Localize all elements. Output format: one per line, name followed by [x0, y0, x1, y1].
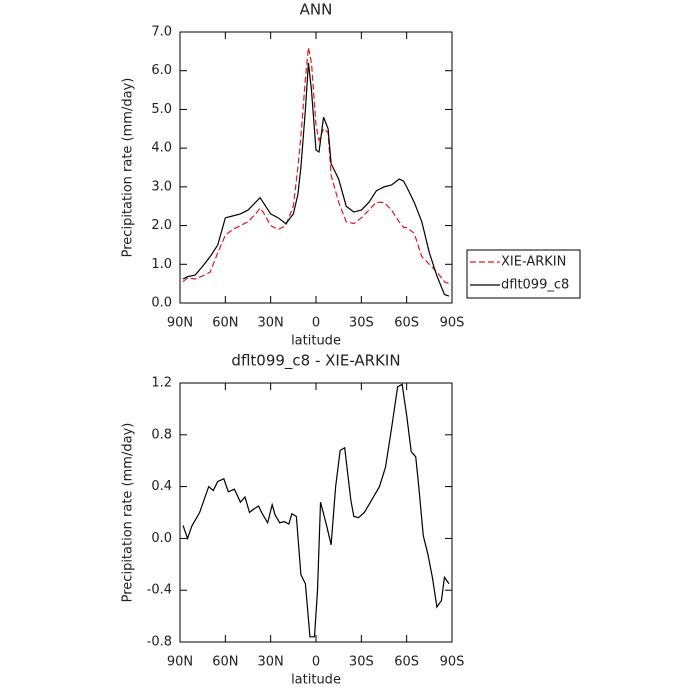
y-tick-label: 6.0 — [151, 63, 172, 78]
y-tick-label: 0.4 — [151, 479, 172, 494]
data-line — [182, 62, 450, 297]
plot-frame — [179, 31, 453, 304]
y-tick-label: 7.0 — [151, 25, 172, 40]
x-tick-label: 90S — [440, 655, 465, 670]
chart-title: ANN — [300, 1, 333, 19]
x-tick-label: 30S — [349, 316, 374, 331]
x-tick-label: 60N — [212, 316, 238, 331]
y-tick-label: 3.0 — [151, 179, 172, 194]
x-axis-label: latitude — [291, 673, 341, 688]
legend-box — [466, 249, 581, 299]
y-axis-label: Precipitation rate (mm/day) — [121, 78, 136, 258]
x-tick-label: 90N — [167, 655, 193, 670]
plot-frame — [179, 382, 453, 643]
legend-label: XIE-ARKIN — [501, 255, 566, 270]
x-tick-label: 90S — [440, 316, 465, 331]
x-tick-label: 0 — [312, 655, 320, 670]
y-tick-label: 0.8 — [151, 427, 172, 442]
legend-label: dflt099_c8 — [501, 278, 569, 293]
y-tick-label: 0.0 — [151, 531, 172, 546]
x-tick-label: 60N — [212, 655, 238, 670]
y-tick-label: 0.0 — [151, 296, 172, 311]
x-tick-label: 60S — [394, 655, 419, 670]
x-tick-label: 30N — [258, 316, 284, 331]
x-tick-label: 0 — [312, 316, 320, 331]
chart-title: dflt099_c8 - XIE-ARKIN — [231, 352, 400, 371]
x-tick-label: 90N — [167, 316, 193, 331]
y-tick-label: 2.0 — [151, 218, 172, 233]
data-line — [182, 383, 450, 638]
y-tick-label: 5.0 — [151, 102, 172, 117]
y-tick-label: 1.0 — [151, 257, 172, 272]
y-tick-label: 1.2 — [151, 376, 172, 391]
x-tick-label: 60S — [394, 316, 419, 331]
x-tick-label: 30N — [258, 655, 284, 670]
y-tick-label: -0.4 — [147, 583, 172, 598]
y-tick-label: -0.8 — [147, 635, 172, 650]
y-axis-label: Precipitation rate (mm/day) — [121, 423, 136, 603]
x-tick-label: 30S — [349, 655, 374, 670]
x-axis-label: latitude — [291, 334, 341, 349]
y-tick-label: 4.0 — [151, 141, 172, 156]
data-line — [182, 47, 450, 285]
